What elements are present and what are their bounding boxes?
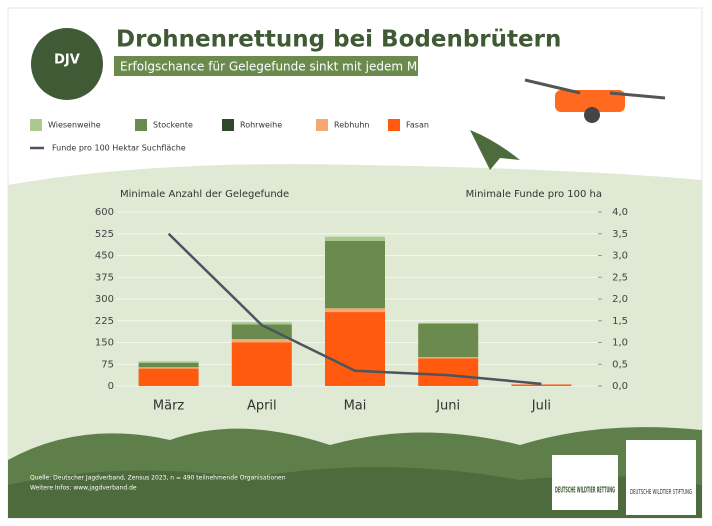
info: Weitere Infos: www.jagdverband.de (30, 485, 137, 492)
legend-label: Rebhuhn (334, 121, 369, 130)
y2-tick-label: 1,5 (612, 316, 628, 327)
y-tick-label: 375 (95, 272, 114, 283)
bar-segment (232, 343, 292, 387)
y2-tick-label: 3,5 (612, 229, 628, 240)
partner-stiftung: DEUTSCHE WILDTIER STIFTUNG (630, 488, 692, 496)
title: Drohnenrettung bei Bodenbrütern (116, 27, 561, 53)
y-tick-label: 150 (95, 338, 114, 349)
y-tick-label: 300 (95, 294, 114, 305)
legend-label: Funde pro 100 Hektar Suchfläche (52, 144, 186, 153)
bar-segment (139, 363, 199, 367)
bar-segment (139, 361, 199, 362)
bar-segment (418, 357, 478, 358)
source: Quelle: Deutscher Jagdverband, Zensus 20… (30, 475, 286, 482)
partner-rettung: DEUTSCHE WILDTIER RETTUNG (555, 486, 615, 495)
x-tick-label: April (247, 399, 277, 414)
y-axis-title: Minimale Anzahl der Gelegefunde (120, 189, 289, 200)
y2-tick-label: 1,0 (612, 338, 628, 349)
legend-swatch (388, 119, 400, 131)
y-tick-label: 0 (108, 381, 114, 392)
bar-segment (418, 324, 478, 357)
bar-segment (418, 358, 478, 386)
y2-tick-label: 2,5 (612, 272, 628, 283)
x-tick-label: Juni (435, 399, 460, 414)
bar-segment (325, 308, 385, 312)
subtitle: Erfolgschance für Gelegefunde sinkt mit … (120, 60, 445, 74)
bar-segment (418, 323, 478, 324)
bar-segment (325, 237, 385, 241)
bar-segment (511, 385, 571, 386)
y2-tick-label: 0,5 (612, 359, 628, 370)
bar-segment (325, 312, 385, 386)
partner-box (552, 455, 618, 510)
legend-swatch (30, 119, 42, 131)
x-tick-label: März (153, 399, 185, 414)
y2-tick-label: 2,0 (612, 294, 628, 305)
y2-axis-title: Minimale Funde pro 100 ha (466, 189, 602, 200)
bar-segment (232, 339, 292, 342)
legend-label: Stockente (153, 121, 193, 130)
partner-box (626, 440, 696, 515)
x-tick-label: Juli (531, 399, 551, 414)
y2-tick-label: 0,0 (612, 381, 628, 392)
legend-label: Fasan (406, 121, 429, 130)
bar-segment (139, 367, 199, 368)
bar-segment (325, 241, 385, 308)
y-tick-label: 75 (101, 359, 114, 370)
x-tick-label: Mai (344, 399, 367, 414)
y-tick-label: 450 (95, 251, 114, 262)
infographic: DJV Drohnenrettung bei Bodenbrütern Erfo… (0, 0, 712, 526)
y-tick-label: 600 (95, 207, 114, 218)
y2-tick-label: 3,0 (612, 251, 628, 262)
legend-swatch (222, 119, 234, 131)
legend-label: Wiesenweihe (48, 121, 101, 130)
legend-swatch (316, 119, 328, 131)
y-tick-label: 225 (95, 316, 114, 327)
logo-text: DJV (54, 53, 80, 68)
legend-swatch (135, 119, 147, 131)
y2-tick-label: 4,0 (612, 207, 628, 218)
y-tick-label: 525 (95, 229, 114, 240)
legend-label: Rohrweihe (240, 121, 282, 130)
bar-segment (139, 369, 199, 386)
bar-segment (232, 325, 292, 340)
